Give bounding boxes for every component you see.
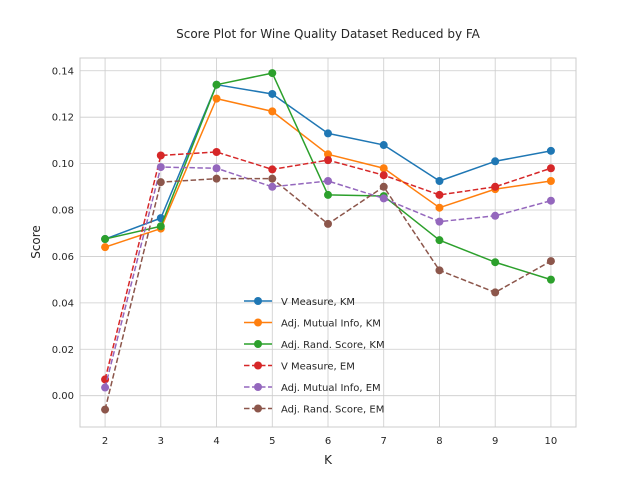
data-point bbox=[491, 182, 500, 191]
data-point bbox=[491, 211, 500, 220]
series-lines bbox=[101, 69, 555, 414]
data-point bbox=[156, 151, 165, 160]
data-point bbox=[379, 171, 388, 180]
data-point bbox=[324, 219, 332, 228]
y-axis-label: Score bbox=[29, 225, 43, 259]
y-tick-label: 0.10 bbox=[52, 159, 74, 170]
legend-marker bbox=[254, 297, 262, 305]
data-point bbox=[546, 275, 555, 284]
data-point bbox=[212, 94, 221, 103]
data-point bbox=[324, 177, 332, 185]
data-point bbox=[379, 141, 388, 150]
y-tick-label: 0.14 bbox=[52, 66, 74, 77]
data-point bbox=[324, 129, 332, 138]
data-point bbox=[324, 190, 332, 199]
x-axis-label: K bbox=[324, 453, 333, 467]
data-point bbox=[435, 203, 444, 212]
x-tick-label: 5 bbox=[269, 436, 275, 447]
legend-marker bbox=[254, 404, 262, 413]
tick-labels: 2 3 4 5 6 7 8 9 10 0.00 0.02 0.04 0.06 0.08 0.10 0.12 0.… bbox=[52, 66, 558, 447]
legend-marker bbox=[254, 361, 262, 370]
data-point bbox=[268, 174, 277, 183]
data-point bbox=[101, 383, 110, 392]
legend-label: Adj. Mutual Info, EM bbox=[281, 383, 381, 394]
data-point bbox=[101, 405, 110, 414]
series-line bbox=[104, 166, 552, 388]
data-point bbox=[435, 266, 444, 275]
y-tick-label: 0.06 bbox=[52, 252, 74, 263]
legend-label: Adj. Mutual Info, KM bbox=[281, 319, 381, 330]
data-point bbox=[268, 107, 277, 116]
data-point bbox=[491, 258, 500, 267]
data-point bbox=[268, 182, 277, 191]
series-group bbox=[101, 163, 555, 392]
y-tick-label: 0.08 bbox=[52, 206, 74, 217]
data-point bbox=[379, 164, 388, 173]
data-point bbox=[324, 156, 332, 165]
data-point bbox=[212, 174, 221, 183]
data-point bbox=[435, 217, 444, 226]
data-point bbox=[212, 147, 221, 156]
series-group bbox=[101, 174, 555, 414]
data-point bbox=[435, 190, 444, 199]
data-point bbox=[268, 69, 277, 78]
data-point bbox=[212, 164, 221, 173]
data-point bbox=[435, 177, 444, 185]
y-tick-label: 0.12 bbox=[52, 113, 74, 124]
data-point bbox=[546, 177, 555, 185]
y-tick-label: 0.02 bbox=[52, 345, 74, 356]
data-point bbox=[212, 80, 221, 89]
x-tick-label: 7 bbox=[381, 436, 387, 447]
legend-marker bbox=[254, 318, 262, 327]
y-tick-label: 0.04 bbox=[52, 298, 74, 309]
x-tick-label: 6 bbox=[325, 436, 331, 447]
x-tick-label: 8 bbox=[436, 436, 442, 447]
data-point bbox=[491, 157, 500, 166]
data-point bbox=[268, 165, 277, 174]
data-point bbox=[101, 243, 110, 252]
legend-label: V Measure, KM bbox=[281, 297, 355, 308]
data-point bbox=[379, 194, 388, 203]
data-point bbox=[156, 163, 165, 172]
legend-marker bbox=[254, 383, 262, 391]
data-point bbox=[546, 146, 555, 155]
legend: V Measure, KM Adj. Mutual Info, KM Adj. Ra… bbox=[244, 297, 385, 416]
plot-area-frame bbox=[79, 57, 577, 428]
legend-label: V Measure, EM bbox=[281, 362, 355, 373]
chart-title: Score Plot for Wine Quality Dataset Redu… bbox=[176, 27, 481, 41]
data-point bbox=[156, 222, 165, 231]
legend-marker bbox=[254, 340, 262, 348]
data-point bbox=[491, 288, 500, 297]
data-point bbox=[546, 257, 555, 266]
x-tick-label: 10 bbox=[545, 436, 558, 447]
x-tick-label: 9 bbox=[492, 436, 498, 447]
legend-label: Adj. Rand. Score, KM bbox=[281, 340, 385, 351]
data-point bbox=[546, 164, 555, 173]
data-point bbox=[435, 236, 444, 245]
x-tick-label: 3 bbox=[158, 436, 164, 447]
data-point bbox=[268, 89, 277, 98]
data-point bbox=[324, 150, 332, 159]
x-tick-label: 2 bbox=[102, 436, 108, 447]
x-tick-label: 4 bbox=[213, 436, 219, 447]
y-tick-label: 0.00 bbox=[52, 391, 74, 402]
series-group bbox=[101, 69, 555, 284]
data-point bbox=[379, 182, 388, 191]
data-point bbox=[156, 178, 165, 187]
legend-label: Adj. Rand. Score, EM bbox=[281, 405, 384, 416]
data-point bbox=[101, 235, 110, 244]
data-point bbox=[546, 196, 555, 205]
